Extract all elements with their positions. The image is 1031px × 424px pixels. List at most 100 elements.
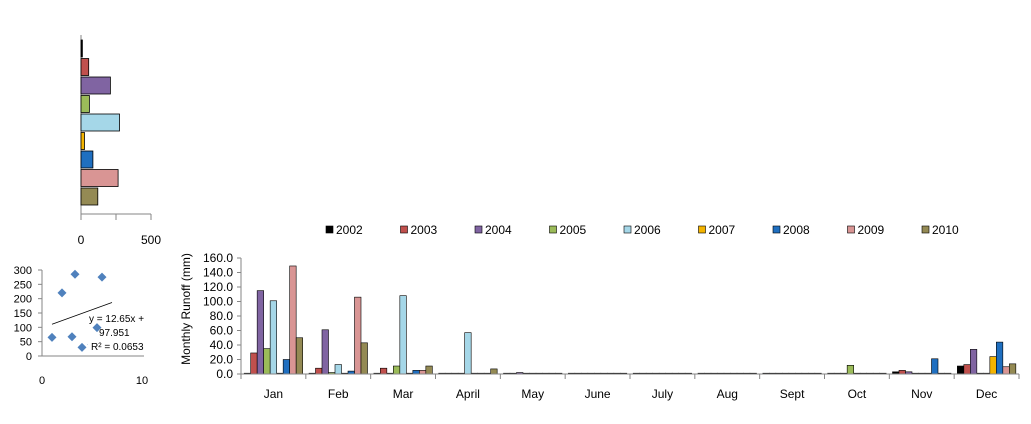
- r-squared-label: R² = 0.0653: [91, 342, 144, 353]
- main-y-tick-label: 60.0: [210, 324, 234, 338]
- bar-Oct-2005: [846, 364, 854, 375]
- main-y-tick-label: 160.0: [203, 251, 233, 265]
- legend-label-2002: 2002: [336, 223, 363, 237]
- main-x-tick-label: Oct: [848, 387, 867, 401]
- bar-Feb-2004: [321, 329, 329, 375]
- scatter-x-tick-label: 10: [136, 375, 148, 387]
- bar-Jan-2009: [289, 265, 297, 375]
- bar-Feb-2010: [360, 342, 368, 375]
- main-y-tick-label: 140.0: [203, 266, 233, 280]
- legend-swatch-2008: [772, 225, 781, 234]
- bar-April-2006: [464, 332, 472, 375]
- scatter-plot: 0 50 100 150 200 250 300 0 10 y = 12.65x + 97.…: [14, 265, 148, 387]
- legend-label-2005: 2005: [560, 223, 587, 237]
- scatter-x-tick-label: 0: [39, 375, 45, 387]
- legend-label-2009: 2009: [858, 223, 885, 237]
- hbar-bar-2002: [80, 39, 83, 58]
- main-y-tick-label: 0.0: [216, 367, 233, 381]
- main-x-tick-label: July: [652, 387, 673, 401]
- legend-swatch-2009: [847, 225, 855, 234]
- trendline-equation: y = 12.65x +: [89, 314, 144, 325]
- hbar-bar-2005: [80, 95, 90, 113]
- legend-label-2006: 2006: [634, 223, 661, 237]
- bar-Mar-2009: [419, 370, 427, 375]
- bar-Jan-2010: [295, 337, 303, 375]
- monthly-runoff-chart: 2002 2003 2004 2005 2006 2007 2008 2009 2010 Mon…: [179, 223, 1020, 401]
- main-x-tick-label: April: [456, 387, 480, 401]
- main-y-tick-label: 40.0: [210, 338, 234, 352]
- scatter-point: [97, 272, 107, 282]
- scatter-point: [67, 332, 77, 342]
- scatter-point: [92, 323, 102, 333]
- legend-swatch-2005: [549, 225, 557, 234]
- legend-swatch-2006: [623, 225, 632, 234]
- bar-Mar-2005: [393, 365, 401, 375]
- bar-Dec-2003: [963, 364, 971, 375]
- main-y-tick-label: 20.0: [210, 353, 234, 367]
- main-x-tick-label: Jan: [264, 387, 283, 401]
- bar-Mar-2006: [399, 295, 407, 375]
- scatter-point: [57, 288, 67, 298]
- bar-Dec-2010: [1009, 363, 1017, 375]
- hbar-bar-2003: [80, 58, 90, 76]
- scatter-y-tick-label: 150: [14, 308, 32, 320]
- main-x-tick-label: Sept: [780, 387, 805, 401]
- main-x-tick-label: May: [521, 387, 544, 401]
- r-squared-background: [88, 339, 148, 352]
- horizontal-bar-chart: 0 500: [78, 35, 161, 247]
- legend-label-2010: 2010: [932, 223, 959, 237]
- bar-Jan-2005: [263, 348, 271, 375]
- legend-swatch-2010: [921, 225, 930, 234]
- legend-label-2007: 2007: [709, 223, 736, 237]
- main-y-tick-label: 100.0: [203, 295, 233, 309]
- bar-Jan-2006: [269, 300, 277, 375]
- bar-Jan-2003: [250, 352, 258, 375]
- legend-swatch-2002: [325, 225, 334, 234]
- hbar-bar-2009: [80, 169, 119, 187]
- main-y-tick-label: 120.0: [203, 280, 233, 294]
- main-x-tick-label: Dec: [976, 387, 997, 401]
- scatter-y-tick-label: 50: [20, 337, 32, 349]
- legend-label-2003: 2003: [411, 223, 438, 237]
- hbar-bar-2004: [80, 76, 111, 95]
- scatter-trendline: [51, 302, 113, 325]
- bar-Jan-2004: [256, 290, 264, 375]
- main-x-tick-label: Nov: [911, 387, 932, 401]
- bar-Mar-2010: [425, 365, 433, 375]
- bar-Mar-2008: [412, 370, 420, 375]
- bar-Feb-2009: [354, 296, 362, 375]
- bar-Dec-2004: [970, 349, 978, 375]
- bar-Dec-2002: [957, 365, 965, 375]
- bar-Mar-2003: [380, 367, 388, 375]
- bar-Dec-2007: [989, 356, 997, 375]
- scatter-y-tick-label: 250: [14, 279, 32, 291]
- scatter-y-tick-label: 0: [26, 351, 32, 363]
- legend-swatch-2007: [698, 225, 706, 234]
- legend-swatch-2003: [400, 225, 408, 234]
- hbar-bar-2007: [80, 132, 85, 150]
- main-y-axis-label: Monthly Runoff (mm): [179, 253, 193, 365]
- main-x-tick-label: Mar: [393, 387, 414, 401]
- main-x-tick-label: Aug: [717, 387, 738, 401]
- bar-Dec-2008: [996, 341, 1004, 375]
- hbar-x-tick-label: 500: [141, 233, 161, 247]
- bar-Nov-2003: [898, 370, 906, 375]
- scatter-y-tick-label: 200: [14, 294, 32, 306]
- hbar-x-tick-label: 0: [78, 233, 85, 247]
- hbar-bar-2008: [80, 150, 94, 169]
- main-y-tick-label: 80.0: [210, 309, 234, 323]
- scatter-y-tick-label: 100: [14, 322, 32, 334]
- scatter-point: [47, 332, 57, 342]
- bar-April-2010: [490, 368, 498, 375]
- bar-Dec-2009: [1002, 366, 1010, 375]
- bar-Nov-2008: [931, 358, 939, 375]
- bar-Feb-2006: [334, 364, 342, 375]
- main-x-tick-label: Feb: [328, 387, 349, 401]
- bar-Jan-2008: [282, 359, 290, 375]
- scatter-point: [70, 269, 80, 279]
- legend-label-2008: 2008: [783, 223, 810, 237]
- legend-label-2004: 2004: [485, 223, 512, 237]
- hbar-bar-2010: [80, 187, 99, 206]
- hbar-bar-2006: [80, 113, 120, 132]
